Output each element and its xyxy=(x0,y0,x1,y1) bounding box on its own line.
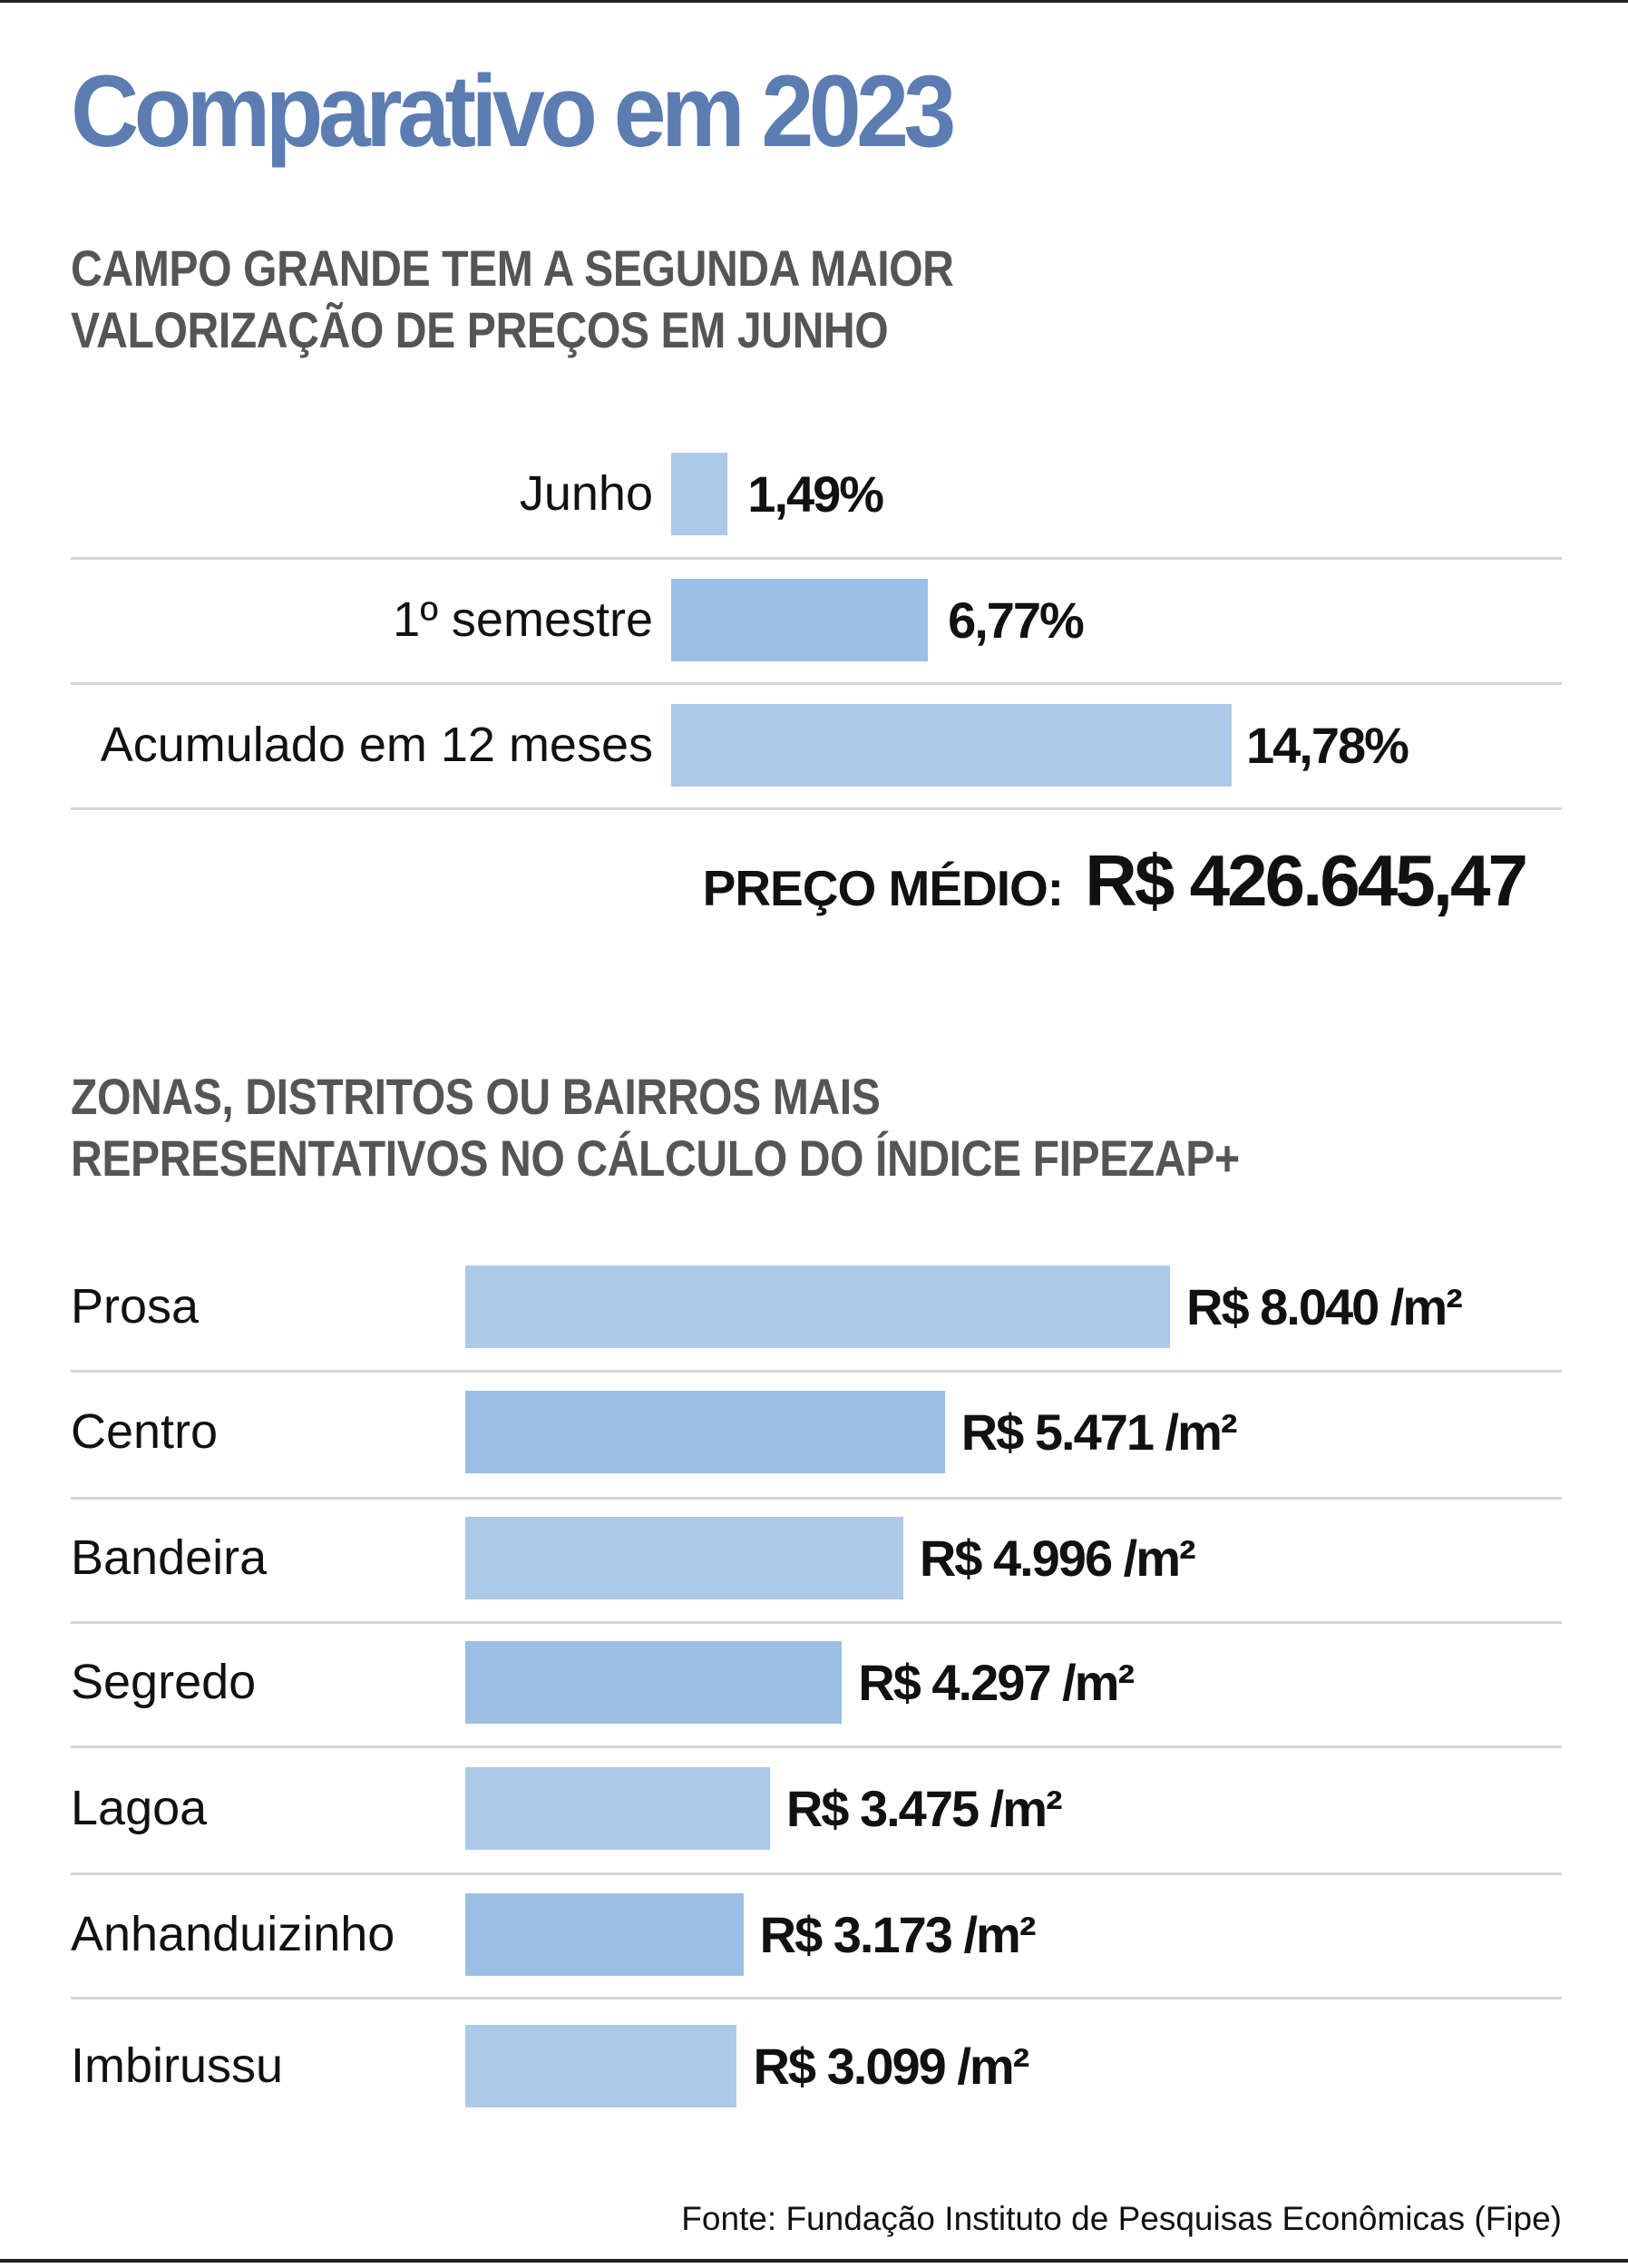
category-label: Bandeira xyxy=(71,1530,268,1585)
bar xyxy=(671,579,929,661)
row-separator xyxy=(71,1997,1562,1999)
bar xyxy=(671,704,1232,787)
page-title: Comparativo em 2023 xyxy=(71,54,956,168)
category-label: Lagoa xyxy=(71,1781,208,1835)
chart2-title-line: REPRESENTATIVOS NO CÁLCULO DO ÍNDICE FIP… xyxy=(71,1129,1240,1187)
bar xyxy=(465,2025,737,2107)
row-separator xyxy=(71,807,1562,810)
chart2-title: ZONAS, DISTRITOS OU BAIRROS MAIS REPRESE… xyxy=(71,1066,1240,1189)
value-label: R$ 3.099 /m² xyxy=(753,2038,1029,2095)
chart1-title-line: VALORIZAÇÃO DE PREÇOS EM JUNHO xyxy=(71,301,889,358)
row-separator xyxy=(71,1745,1562,1748)
category-label: Imbirussu xyxy=(71,2038,284,2093)
value-label: 6,77% xyxy=(948,591,1085,649)
category-label: 1º semestre xyxy=(393,592,653,647)
average-price: PREÇO MÉDIO: R$ 426.645,47 xyxy=(702,839,1528,923)
value-label: R$ 4.996 /m² xyxy=(919,1530,1196,1587)
source-note: Fonte: Fundação Instituto de Pesquisas E… xyxy=(681,2200,1562,2237)
row-separator xyxy=(71,682,1562,685)
category-label: Segredo xyxy=(71,1655,257,1709)
category-label: Anhanduizinho xyxy=(71,1907,395,1961)
row-separator xyxy=(71,1621,1562,1624)
value-label: 1,49% xyxy=(747,465,884,523)
category-label: Junho xyxy=(519,466,653,521)
chart1-title-line: CAMPO GRANDE TEM A SEGUNDA MAIOR xyxy=(71,240,954,297)
bar xyxy=(465,1391,945,1473)
row-separator xyxy=(71,1370,1562,1373)
value-label: R$ 8.040 /m² xyxy=(1186,1278,1463,1335)
average-price-value: R$ 426.645,47 xyxy=(1085,840,1528,921)
bar xyxy=(465,1767,770,1850)
bar xyxy=(465,1266,1170,1348)
top-border xyxy=(0,0,1628,3)
bar xyxy=(465,1517,903,1599)
category-label: Centro xyxy=(71,1404,219,1459)
category-label: Prosa xyxy=(71,1279,200,1334)
bar xyxy=(465,1641,843,1724)
row-separator xyxy=(71,557,1562,560)
chart1-title: CAMPO GRANDE TEM A SEGUNDA MAIOR VALORIZ… xyxy=(71,238,954,361)
average-price-label: PREÇO MÉDIO: xyxy=(702,860,1064,916)
row-separator xyxy=(71,1872,1562,1875)
bottom-border xyxy=(0,2259,1628,2263)
chart2-title-line: ZONAS, DISTRITOS OU BAIRROS MAIS xyxy=(71,1068,881,1125)
row-separator xyxy=(71,1497,1562,1500)
value-label: R$ 3.475 /m² xyxy=(785,1780,1063,1837)
category-label: Acumulado em 12 meses xyxy=(100,718,653,772)
value-label: R$ 5.471 /m² xyxy=(960,1403,1238,1461)
bar xyxy=(465,1893,744,1976)
value-label: 14,78% xyxy=(1246,717,1409,774)
bar xyxy=(671,453,728,535)
value-label: R$ 4.297 /m² xyxy=(858,1654,1135,1711)
value-label: R$ 3.173 /m² xyxy=(759,1906,1037,1963)
